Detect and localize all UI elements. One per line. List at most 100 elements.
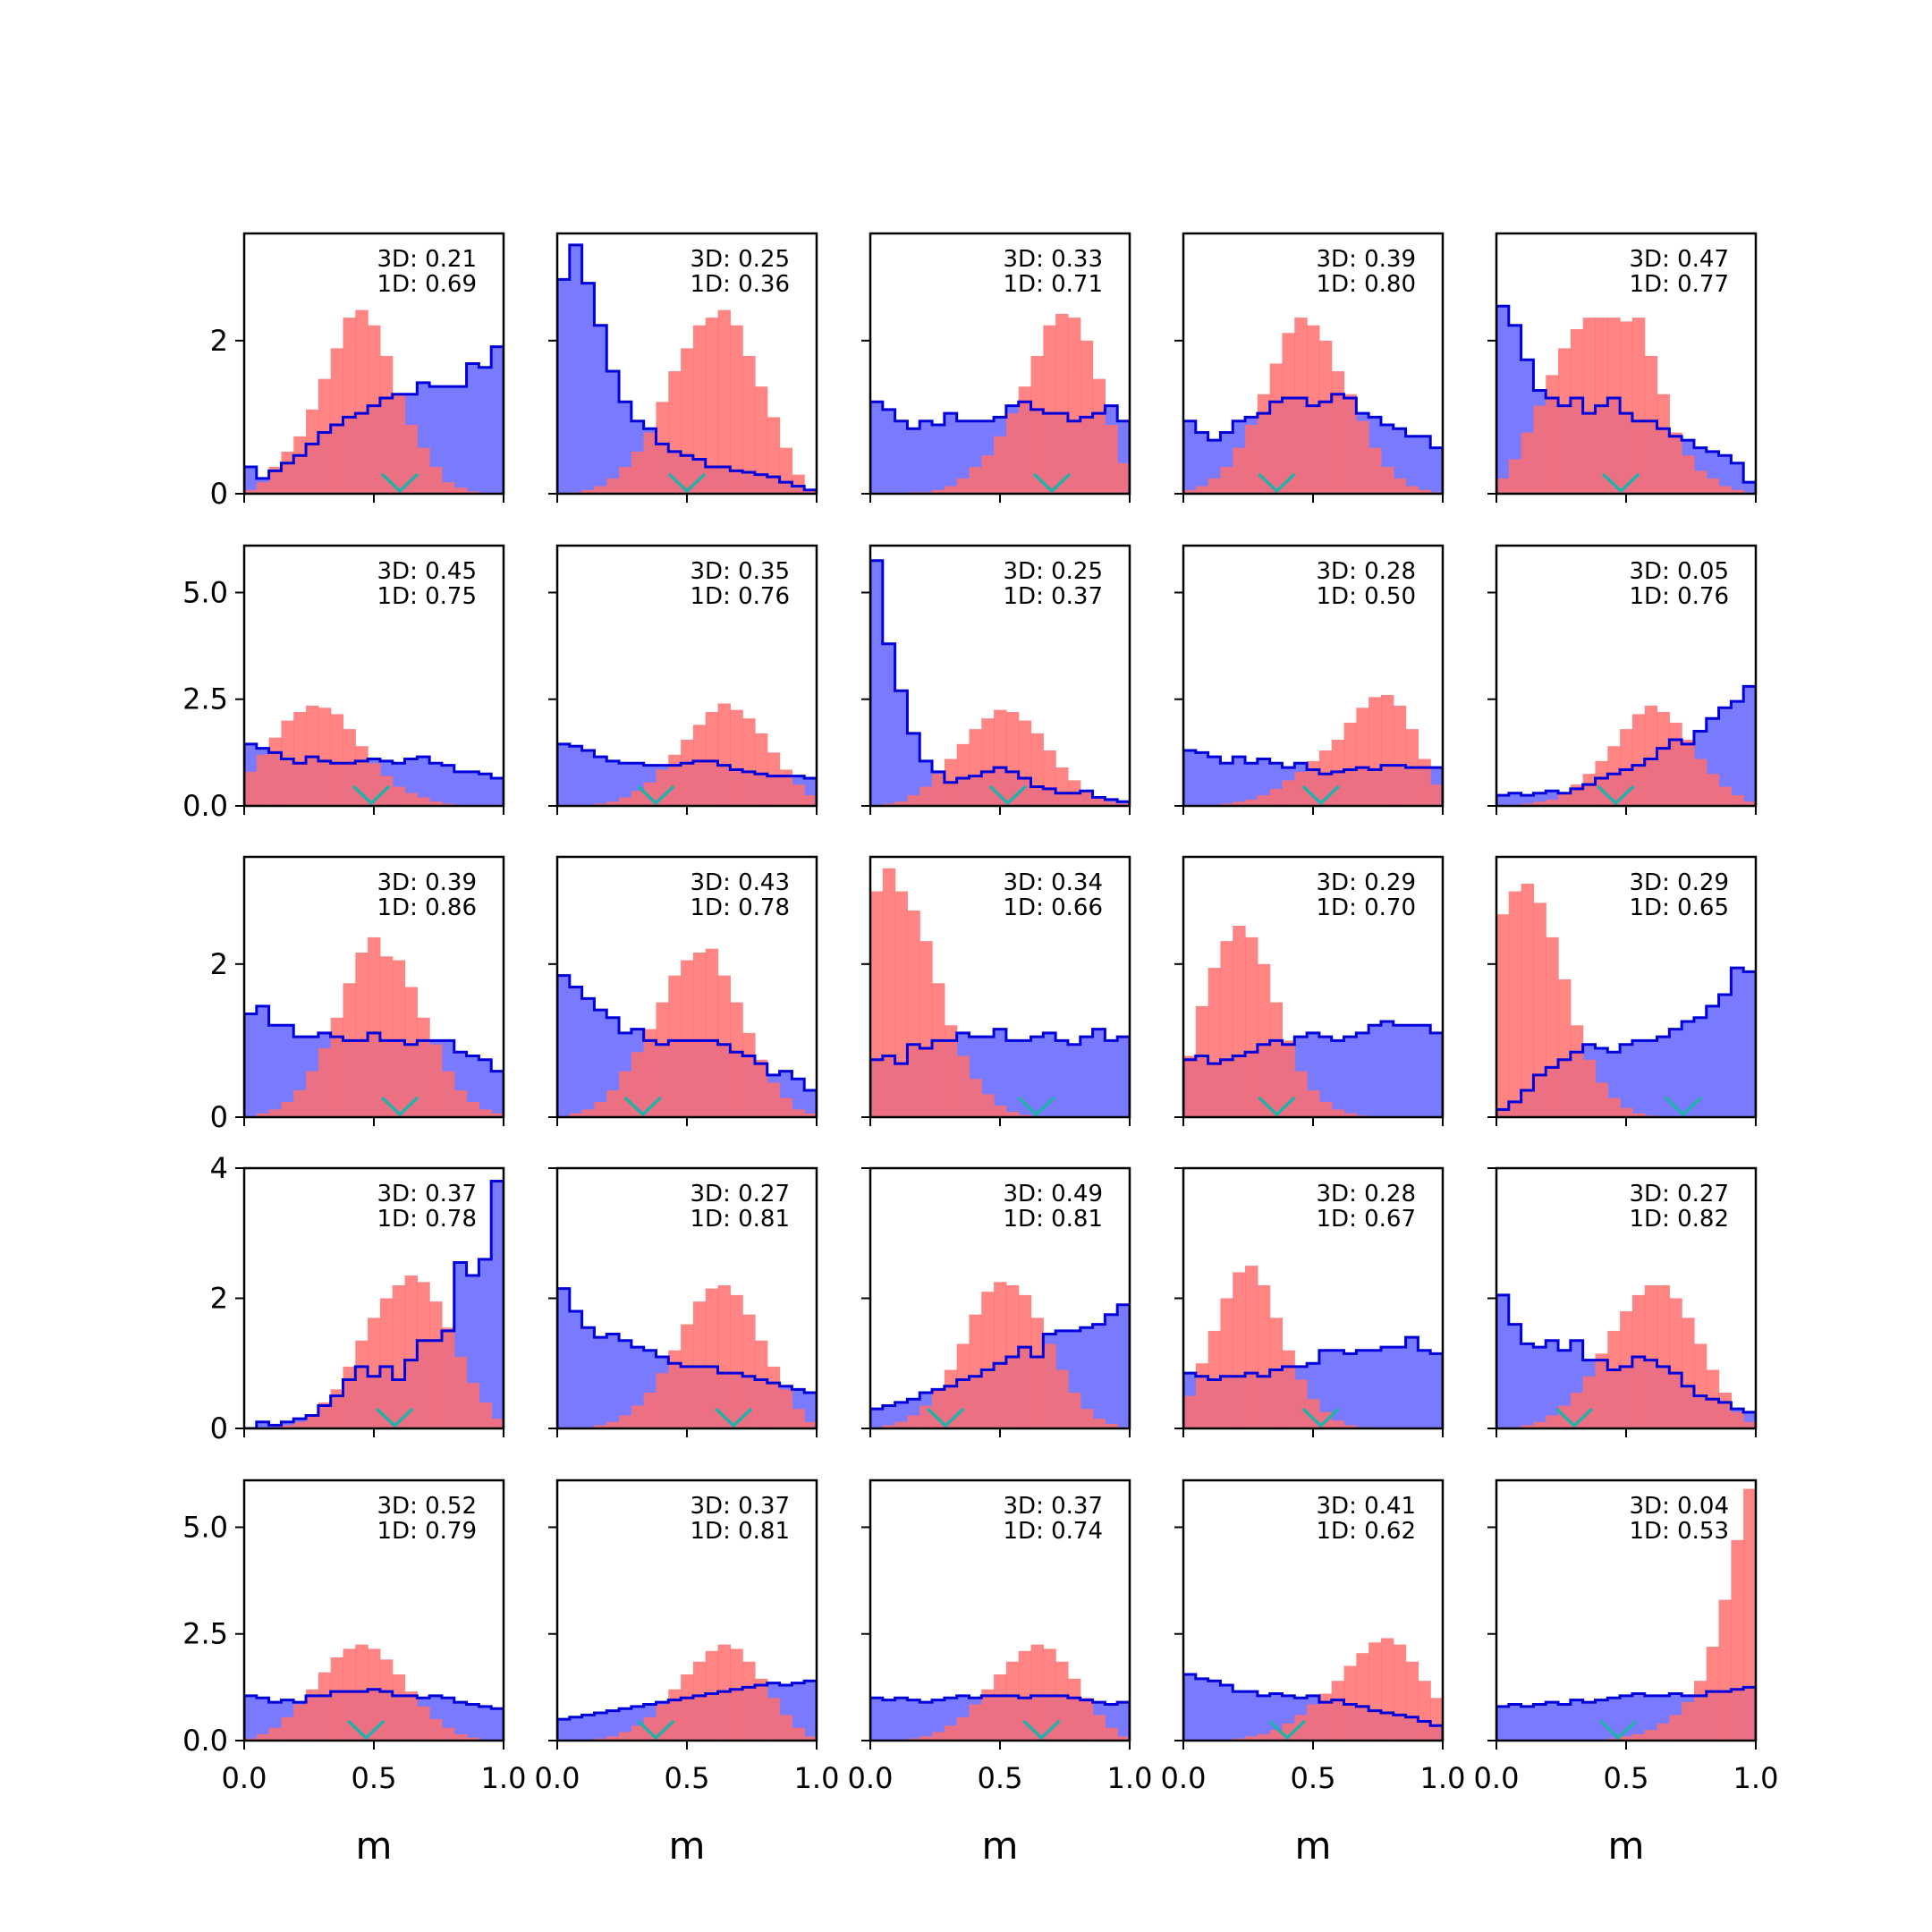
blue-bar xyxy=(1405,436,1419,494)
red-bar xyxy=(754,1678,768,1741)
x-tick-label: 0.0 xyxy=(1161,1761,1207,1795)
blue-bar xyxy=(804,1090,817,1117)
red-bar xyxy=(956,743,970,806)
red-bar xyxy=(281,451,294,494)
annotation-1d: 1D: 0.81 xyxy=(1004,1206,1103,1233)
x-axis-label-col-2: m xyxy=(982,1824,1019,1868)
blue-bar xyxy=(1496,1294,1510,1428)
blue-bar xyxy=(1343,1037,1357,1117)
red-bar xyxy=(1368,1642,1382,1741)
red-bar xyxy=(1257,795,1271,806)
blue-bar xyxy=(1368,1350,1382,1428)
blue-step-outline xyxy=(557,1287,817,1428)
blue-bar xyxy=(1380,1347,1394,1428)
red-bar xyxy=(1105,801,1118,806)
red-bar xyxy=(969,1704,982,1741)
blue-bar xyxy=(1669,1029,1682,1117)
x-tick-label: 1.0 xyxy=(481,1761,527,1795)
red-bar xyxy=(1018,1114,1032,1117)
blue-bar xyxy=(1195,752,1209,806)
red-bar xyxy=(268,1727,283,1741)
blue-bar xyxy=(268,1025,283,1117)
annotation-3d: 3D: 0.27 xyxy=(691,1181,790,1208)
annotation-3d: 3D: 0.04 xyxy=(1630,1493,1729,1520)
red-bar xyxy=(1380,694,1394,806)
blue-bar xyxy=(882,643,896,806)
blue-step-outline xyxy=(1183,1020,1443,1117)
red-bar xyxy=(318,378,332,494)
annotation-3d: 3D: 0.21 xyxy=(377,246,477,273)
red-bar xyxy=(870,891,884,1117)
blue-bar xyxy=(1067,1044,1081,1117)
plot-area xyxy=(870,1644,1130,1741)
blue-bar xyxy=(1356,1032,1369,1117)
annotation-1d: 1D: 0.81 xyxy=(691,1206,790,1233)
red-bar xyxy=(404,1275,418,1428)
red-bar xyxy=(705,1650,719,1741)
annotation-3d: 3D: 0.25 xyxy=(691,246,790,273)
red-bar xyxy=(681,960,694,1117)
red-bar xyxy=(1055,313,1069,494)
red-bar xyxy=(804,795,817,806)
red-bar xyxy=(594,1425,607,1428)
red-bar xyxy=(1644,1730,1658,1741)
annotation-1d: 1D: 0.70 xyxy=(1317,894,1416,921)
red-bar xyxy=(1620,1736,1633,1741)
blue-step-outline xyxy=(1183,393,1443,494)
red-bar xyxy=(1620,1107,1633,1117)
blue-bar xyxy=(429,763,443,806)
red-bar xyxy=(1055,1369,1069,1428)
blue-bar xyxy=(1183,1674,1197,1741)
median-marker xyxy=(636,784,675,806)
red-bar xyxy=(355,309,369,494)
red-bar xyxy=(1257,963,1271,1117)
annotation-1d: 1D: 0.69 xyxy=(377,271,477,298)
blue-bar xyxy=(1030,1037,1044,1117)
red-bar xyxy=(1546,936,1559,1117)
blue-bar xyxy=(581,283,596,494)
blue-bar xyxy=(1331,1040,1345,1117)
median-marker xyxy=(714,1407,753,1428)
red-bar xyxy=(281,720,294,806)
red-bar xyxy=(1005,1112,1020,1117)
red-bar xyxy=(932,774,945,806)
annotation-1d: 1D: 0.76 xyxy=(691,583,790,610)
red-bar xyxy=(1233,801,1246,806)
red-bar xyxy=(1393,478,1407,494)
red-bar xyxy=(1743,1421,1756,1428)
red-bar xyxy=(491,1113,504,1117)
blue-bar xyxy=(1195,1678,1209,1741)
red-bar xyxy=(1331,1420,1345,1428)
blue-bar xyxy=(1318,1037,1333,1117)
red-bar xyxy=(244,489,258,494)
red-bar xyxy=(1496,914,1510,1117)
blue-bar xyxy=(1005,1040,1020,1117)
red-bar xyxy=(619,1071,632,1117)
annotation-3d: 3D: 0.52 xyxy=(377,1493,477,1520)
annotation-1d: 1D: 0.75 xyxy=(377,583,477,610)
blue-bar xyxy=(281,1025,294,1117)
red-bar xyxy=(1631,1113,1646,1117)
red-bar xyxy=(1743,801,1756,806)
red-bar xyxy=(1269,1318,1284,1428)
median-marker xyxy=(1022,1719,1061,1741)
red-bar xyxy=(1233,1272,1246,1428)
blue-bar xyxy=(594,1010,607,1117)
blue-bar xyxy=(1393,428,1407,494)
red-bar xyxy=(692,952,707,1117)
red-bar xyxy=(281,1716,294,1741)
red-bar xyxy=(1183,1055,1197,1117)
y-tick-label: 5.0 xyxy=(182,1510,228,1544)
red-bar xyxy=(643,1029,657,1117)
red-bar xyxy=(293,712,307,806)
annotation-1d: 1D: 0.74 xyxy=(1004,1518,1103,1545)
blue-bar xyxy=(244,467,258,494)
blue-bar xyxy=(1631,1040,1646,1117)
plot-area xyxy=(557,243,817,494)
